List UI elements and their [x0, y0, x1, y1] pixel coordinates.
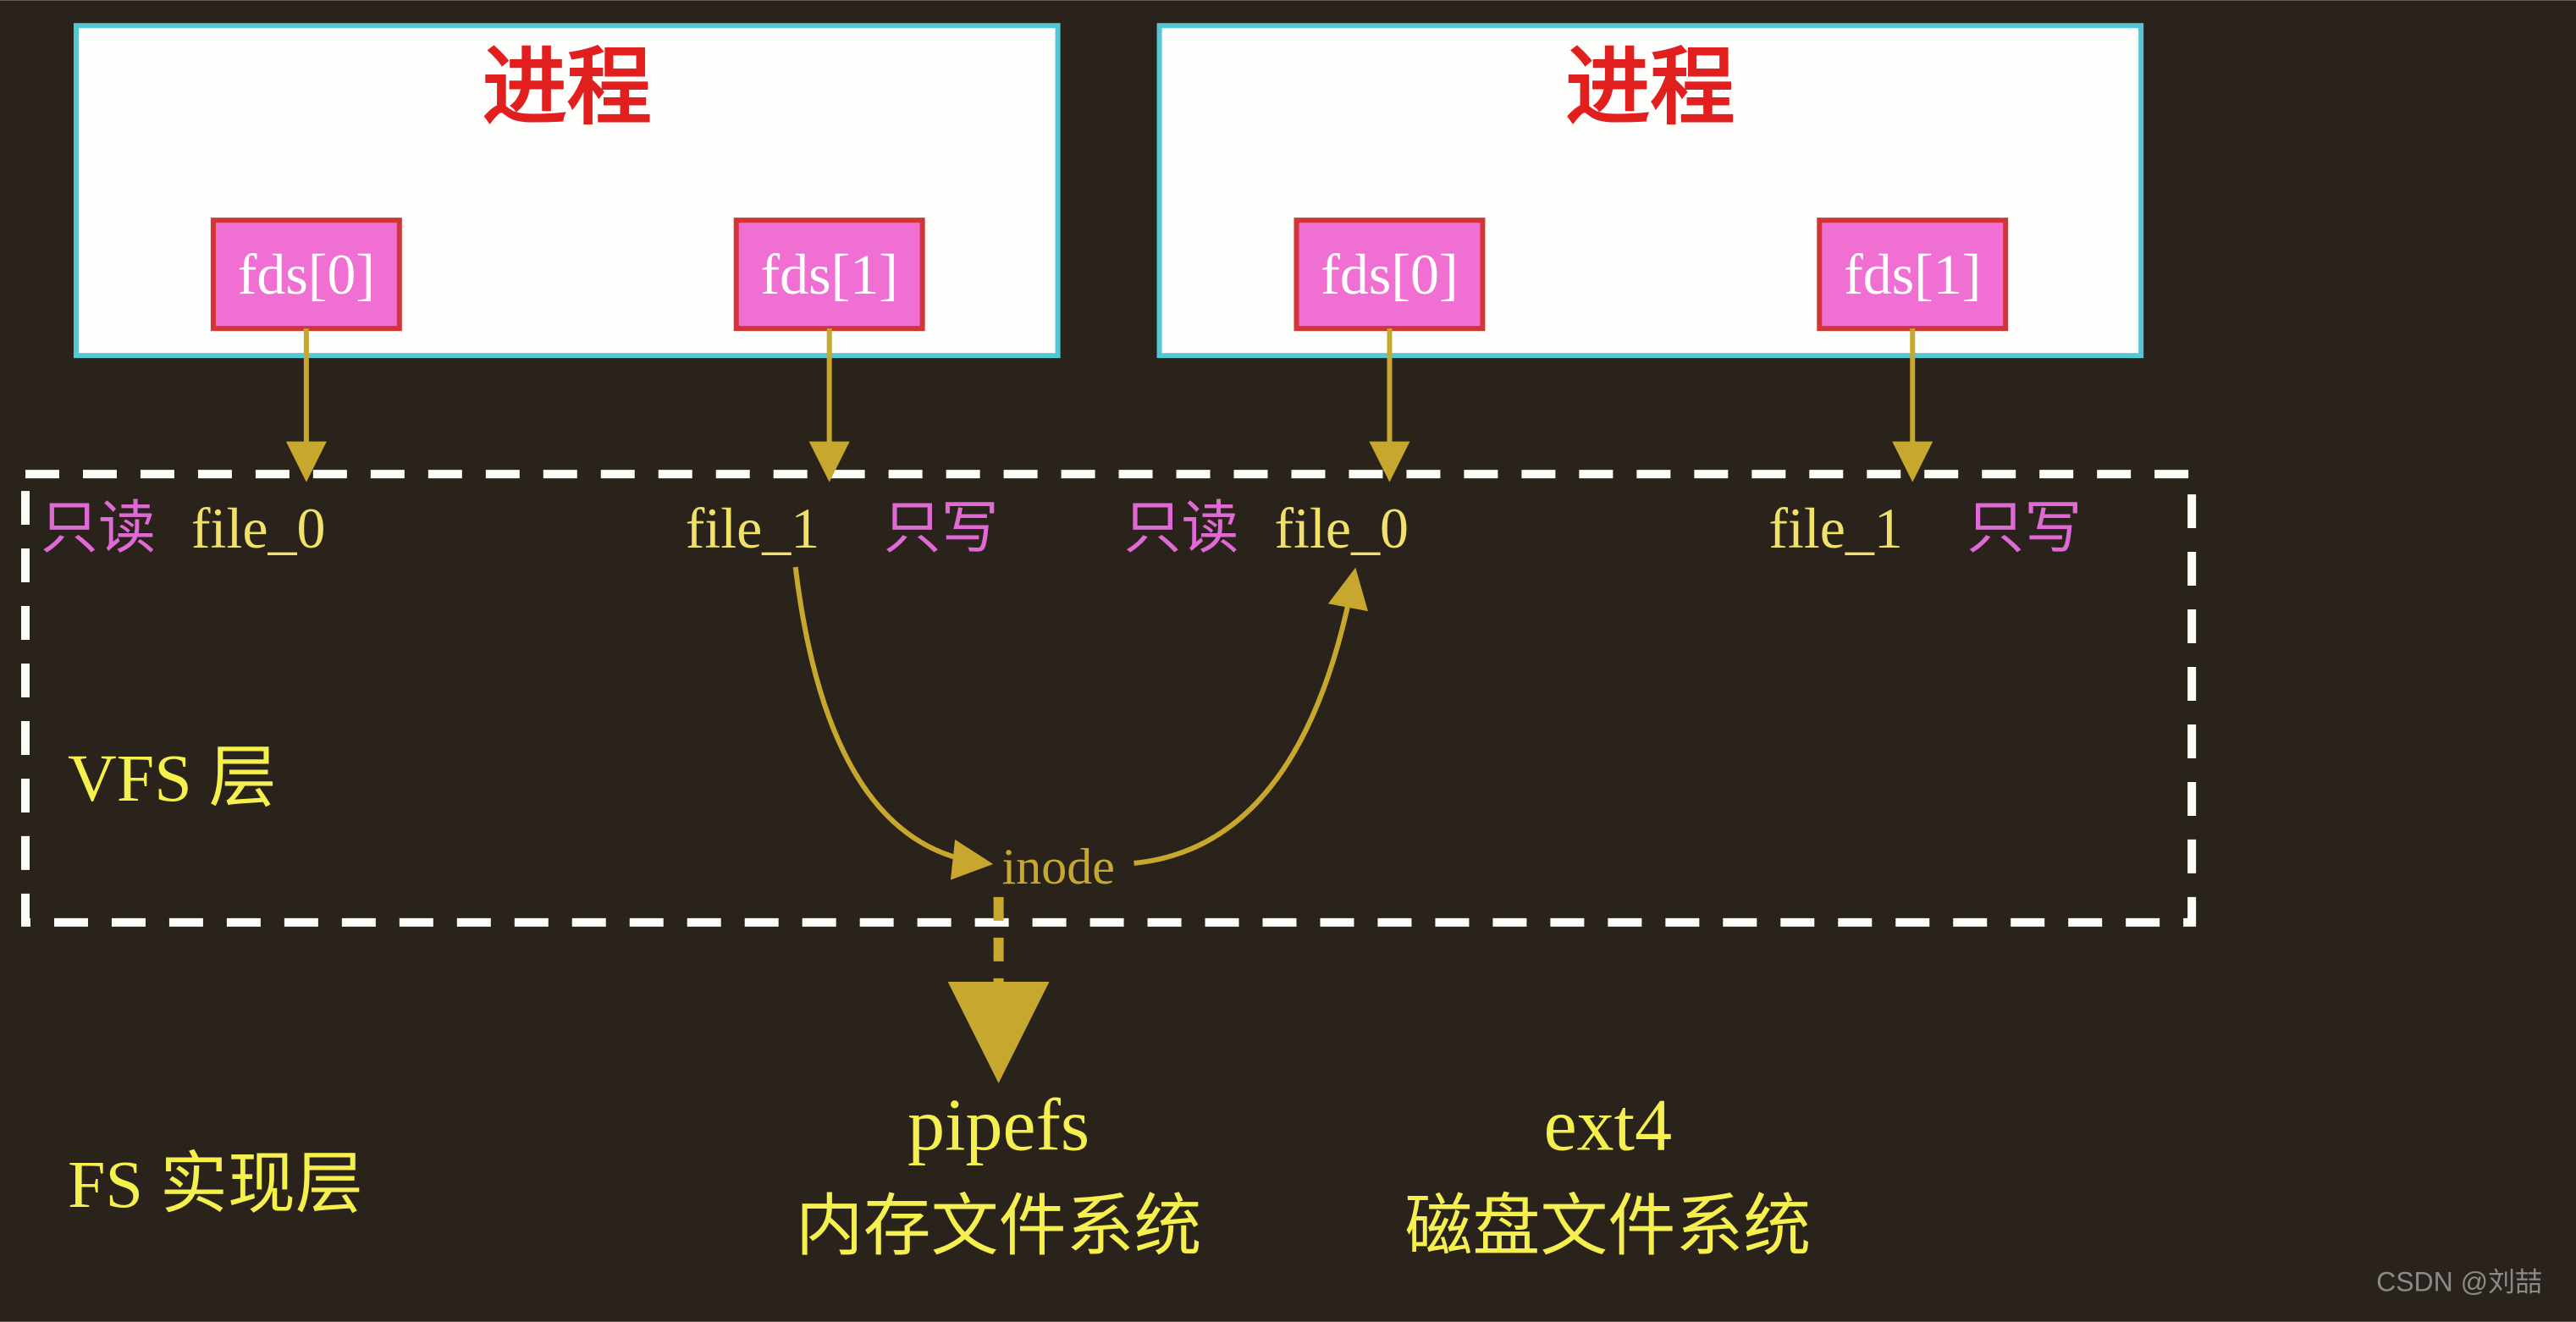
- inode-label: inode: [1002, 839, 1115, 895]
- mode-label-1: 只写: [884, 496, 999, 560]
- fd-label-3: fds[1]: [1844, 242, 1981, 306]
- fs-impl-sub-0: 内存文件系统: [796, 1190, 1202, 1264]
- fd-label-0: fds[0]: [238, 242, 375, 306]
- watermark: CSDN @刘喆: [2376, 1267, 2542, 1297]
- file-label-2: file_0: [1275, 496, 1409, 560]
- process-title-0: 进程: [483, 41, 652, 135]
- mode-label-2: 只读: [1124, 496, 1239, 560]
- fs-impl-sub-1: 磁盘文件系统: [1404, 1190, 1811, 1264]
- file-label-3: file_1: [1768, 496, 1903, 560]
- fs-impl-name-0: pipefs: [907, 1084, 1089, 1166]
- pipe-vfs-diagram: 进程 进程 fds[0] fds[1] fds[0] fds[1] 只读 file_0 file…: [0, 0, 2576, 1322]
- fd-label-2: fds[0]: [1321, 242, 1458, 306]
- fs-impl-name-1: ext4: [1544, 1084, 1672, 1166]
- process-title-1: 进程: [1565, 41, 1735, 135]
- vfs-layer-label: VFS 层: [68, 741, 277, 816]
- mode-label-3: 只写: [1966, 496, 2082, 560]
- file-label-0: file_0: [191, 496, 326, 560]
- fs-layer-label: FS 实现层: [68, 1148, 363, 1222]
- file-label-1: file_1: [686, 496, 820, 560]
- mode-label-0: 只读: [41, 496, 156, 560]
- fd-label-1: fds[1]: [761, 242, 898, 306]
